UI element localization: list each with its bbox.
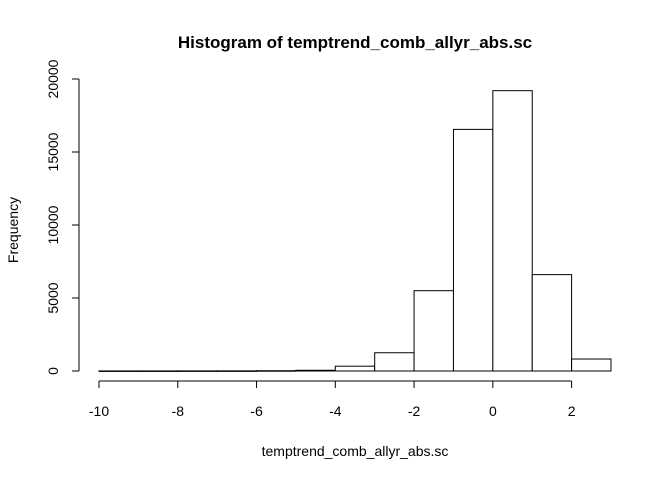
- histogram-bar-2: [177, 370, 218, 372]
- y-tick-label: 0: [45, 367, 61, 375]
- histogram-bar-11: [531, 274, 573, 372]
- histogram-bar-8: [413, 290, 454, 372]
- histogram-bar-12: [571, 358, 612, 372]
- histogram-bar-1: [137, 370, 179, 372]
- x-tick-label: -2: [408, 403, 421, 419]
- x-axis: -10 -8 -6 -4 -2 0 2: [89, 380, 576, 419]
- x-tick-label: 2: [568, 403, 576, 419]
- x-axis-label: temptrend_comb_allyr_abs.sc: [262, 443, 449, 459]
- x-tick-label: -8: [172, 403, 185, 419]
- y-axis: 0 5000 10000 15000 20000: [45, 59, 80, 375]
- histogram-bar-7: [374, 352, 415, 372]
- chart-title: Histogram of temptrend_comb_allyr_abs.sc: [178, 33, 532, 52]
- y-tick-label: 15000: [45, 132, 61, 171]
- x-tick-label: -6: [250, 403, 263, 419]
- x-tick-label: -10: [89, 403, 109, 419]
- histogram-bar-6: [334, 365, 376, 372]
- y-tick-label: 20000: [45, 59, 61, 98]
- x-tick-label: -4: [329, 403, 342, 419]
- histogram-bar-9: [452, 128, 494, 372]
- y-tick-label: 5000: [45, 282, 61, 313]
- histogram-bar-5: [295, 369, 336, 372]
- histogram-bar-10: [492, 90, 533, 372]
- y-axis-label: Frequency: [5, 197, 21, 263]
- x-tick-label: 0: [489, 403, 497, 419]
- histogram-bar-0: [98, 370, 139, 372]
- bars-group: [98, 90, 612, 372]
- histogram-bar-4: [256, 370, 297, 372]
- y-tick-label: 10000: [45, 205, 61, 244]
- histogram-bar-3: [216, 370, 258, 372]
